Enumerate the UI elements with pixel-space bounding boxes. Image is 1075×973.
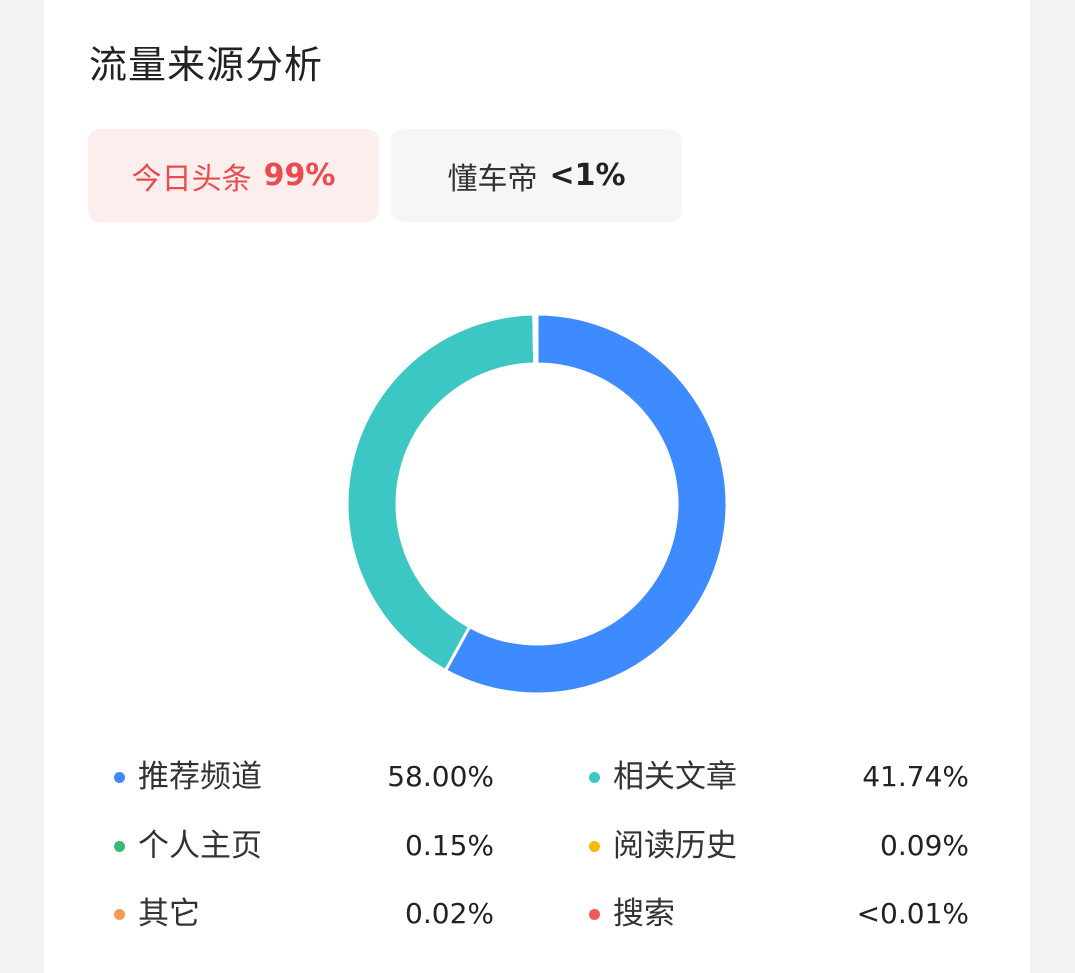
- legend-item-5[interactable]: 其它 0.02%: [114, 892, 494, 936]
- legend-item-2[interactable]: 相关文章 41.74%: [589, 755, 969, 799]
- legend-item-4[interactable]: 阅读历史 0.09%: [589, 824, 969, 868]
- legend-label: 个人主页: [138, 828, 262, 864]
- legend-dot-icon: [589, 772, 600, 783]
- legend-label: 搜索: [613, 896, 675, 932]
- legend-label: 其它: [138, 896, 200, 932]
- legend-value: 58.00%: [387, 760, 494, 793]
- traffic-donut-chart: [345, 312, 729, 696]
- legend-item-6[interactable]: 搜索 <0.01%: [589, 892, 969, 936]
- legend-dot-icon: [589, 909, 600, 920]
- legend-dot-icon: [114, 909, 125, 920]
- tab-toutiao[interactable]: 今日头条 99%: [88, 129, 379, 222]
- legend-value: 0.15%: [405, 829, 494, 862]
- legend-item-3[interactable]: 个人主页 0.15%: [114, 824, 494, 868]
- donut-slice-2[interactable]: [345, 312, 537, 673]
- legend-dot-icon: [589, 841, 600, 852]
- legend-item-1[interactable]: 推荐频道 58.00%: [114, 755, 494, 799]
- legend-value: 0.09%: [880, 829, 969, 862]
- chart-legend: 推荐频道 58.00% 相关文章 41.74% 个人主页 0.15% 阅读历史 0.09% 其它…: [44, 0, 1030, 973]
- tab-dongchedi-percent: <1%: [549, 158, 626, 193]
- legend-dot-icon: [114, 841, 125, 852]
- tab-dongchedi[interactable]: 懂车帝 <1%: [391, 129, 682, 222]
- donut-slice-1[interactable]: [443, 312, 729, 696]
- traffic-source-card: 流量来源分析 今日头条 99% 懂车帝 <1% 推荐频道 58.00% 相关文章 41…: [44, 0, 1030, 973]
- legend-label: 阅读历史: [613, 828, 737, 864]
- legend-dot-icon: [114, 772, 125, 783]
- legend-value: 41.74%: [862, 760, 969, 793]
- tab-toutiao-percent: 99%: [263, 158, 336, 193]
- tab-toutiao-label: 今日头条: [131, 161, 252, 197]
- legend-value: 0.02%: [405, 897, 494, 930]
- card-title: 流量来源分析: [89, 43, 324, 87]
- legend-label: 推荐频道: [138, 759, 262, 795]
- legend-value: <0.01%: [856, 897, 969, 930]
- legend-label: 相关文章: [613, 759, 737, 795]
- tab-dongchedi-label: 懂车帝: [447, 161, 538, 197]
